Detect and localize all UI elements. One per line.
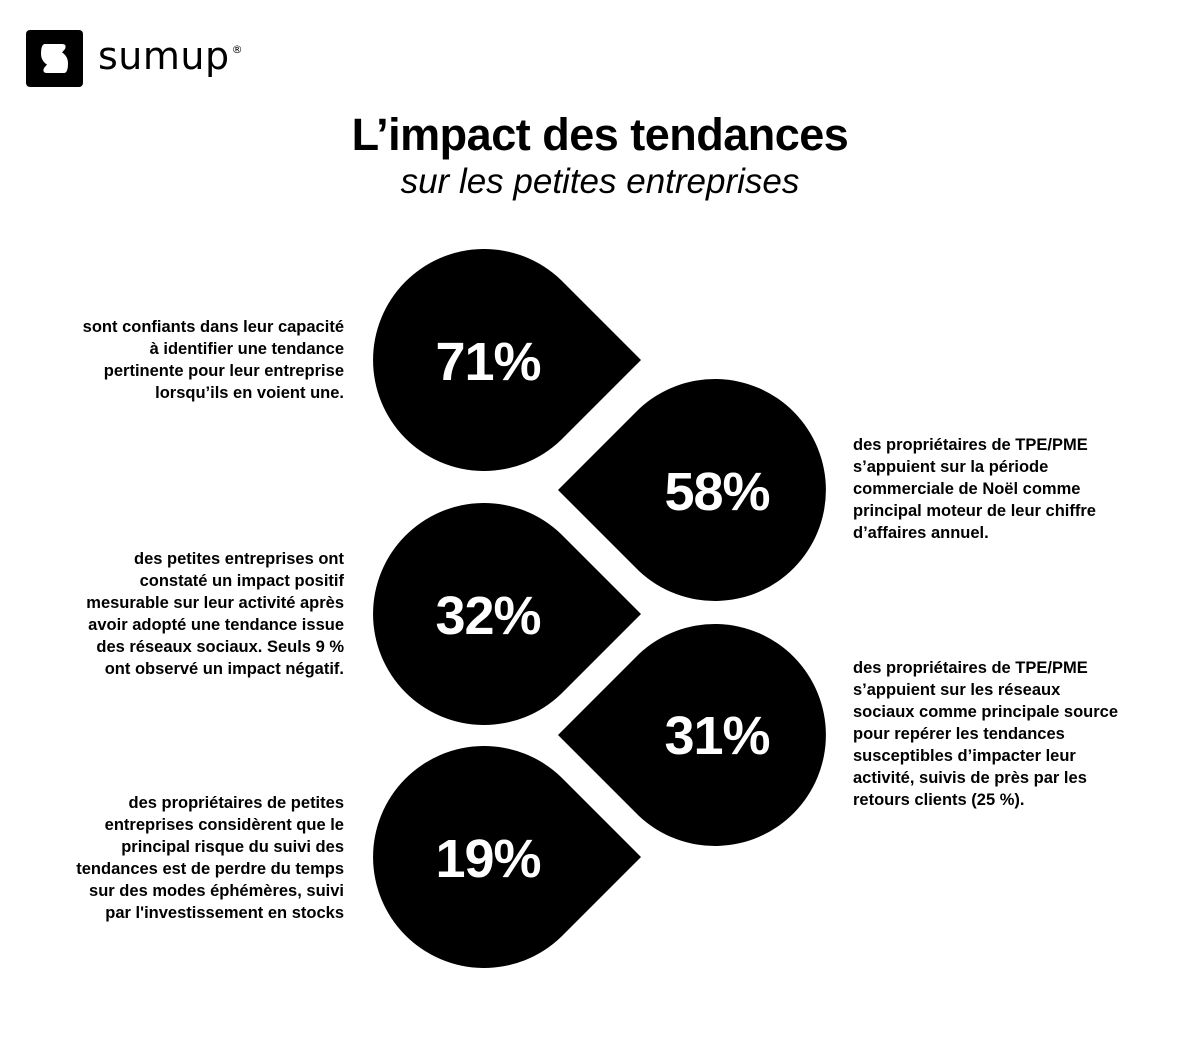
drop-31 bbox=[558, 624, 826, 846]
stat-description-31: des propriétaires de TPE/PME s’appuient … bbox=[853, 659, 1119, 809]
registered-mark: ® bbox=[231, 42, 244, 56]
drop-19 bbox=[373, 746, 641, 968]
stat-description-32: des petites entreprises ont constaté un … bbox=[86, 550, 344, 678]
stat-description-19: des propriétaires de petites entreprises… bbox=[76, 794, 344, 922]
stat-value-19: 19% bbox=[435, 829, 541, 889]
brand-name: sumup bbox=[98, 33, 230, 78]
drop-71 bbox=[373, 249, 641, 471]
stat-value-58: 58% bbox=[664, 462, 770, 522]
sumup-logo: sumup ® bbox=[26, 30, 243, 87]
stat-value-71: 71% bbox=[435, 332, 541, 392]
stat-value-32: 32% bbox=[435, 586, 541, 646]
sumup-wordmark: sumup ® bbox=[98, 37, 243, 75]
stat-description-71: sont confiants dans leur capacité à iden… bbox=[82, 318, 344, 402]
stat-description-58: des propriétaires de TPE/PME s’appuient … bbox=[853, 436, 1096, 542]
drop-32 bbox=[373, 502, 641, 725]
drop-58 bbox=[558, 378, 826, 602]
sumup-s-icon bbox=[26, 30, 83, 87]
stat-value-31: 31% bbox=[664, 706, 770, 766]
page-subtitle: sur les petites entreprises bbox=[400, 162, 800, 201]
page-title: L’impact des tendances bbox=[351, 109, 849, 160]
